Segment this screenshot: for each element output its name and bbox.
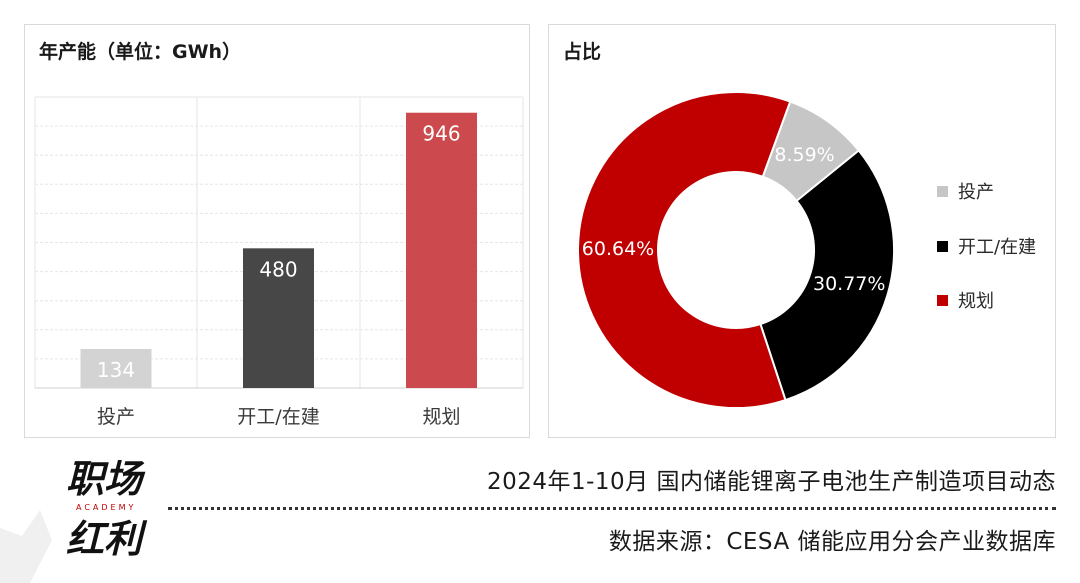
bar-value-label: 480 [259,257,297,281]
pie-chart-panel: 占比 8.59% 30.77% 60.64% 投产开工/在建规划 [548,24,1056,438]
footer-title: 2024年1-10月 国内储能锂离子电池生产制造项目动态 [486,469,1056,495]
dotted-divider [168,507,1056,510]
footer: 职场 ACADEMY 红利 2024年1-10月 国内储能锂离子电池生产制造项目… [0,440,1080,583]
slice-percent-label: 30.77% [813,273,885,295]
donut-slice [759,149,895,402]
bar [243,248,314,388]
legend-swatch [937,295,948,306]
legend-label: 投产 [958,182,994,203]
bar-value-label: 134 [97,358,135,382]
slice-percent-label: 60.64% [582,238,654,260]
logo-text-bottom: 红利 [66,517,148,561]
legend-label: 规划 [958,291,994,312]
data-source: 数据来源：CESA 储能应用分会产业数据库 [608,529,1056,555]
legend-swatch [937,241,948,252]
bar-chart-panel: 年产能（单位：GWh） 134 投产 480 开工/在建 946 规划 [24,24,530,438]
slice-percent-label: 8.59% [774,144,834,166]
bar-chart-title: 年产能（单位：GWh） [39,41,242,63]
bar-chart: 134 投产 480 开工/在建 946 规划 [34,96,524,428]
bar-value-label: 946 [422,122,460,146]
legend-label: 开工/在建 [958,237,1036,258]
donut-slice [577,91,792,409]
bar [406,112,477,389]
brand-logo: 职场 ACADEMY 红利 [0,457,148,583]
bar [80,349,152,388]
x-tick-label: 投产 [97,406,135,428]
logo-text-top: 职场 [66,457,146,501]
legend-swatch [937,186,948,197]
x-tick-label: 规划 [422,406,460,428]
logo-sub-text: ACADEMY [76,503,136,512]
pie-chart-title: 占比 [563,41,602,63]
x-tick-label: 开工/在建 [237,406,319,428]
